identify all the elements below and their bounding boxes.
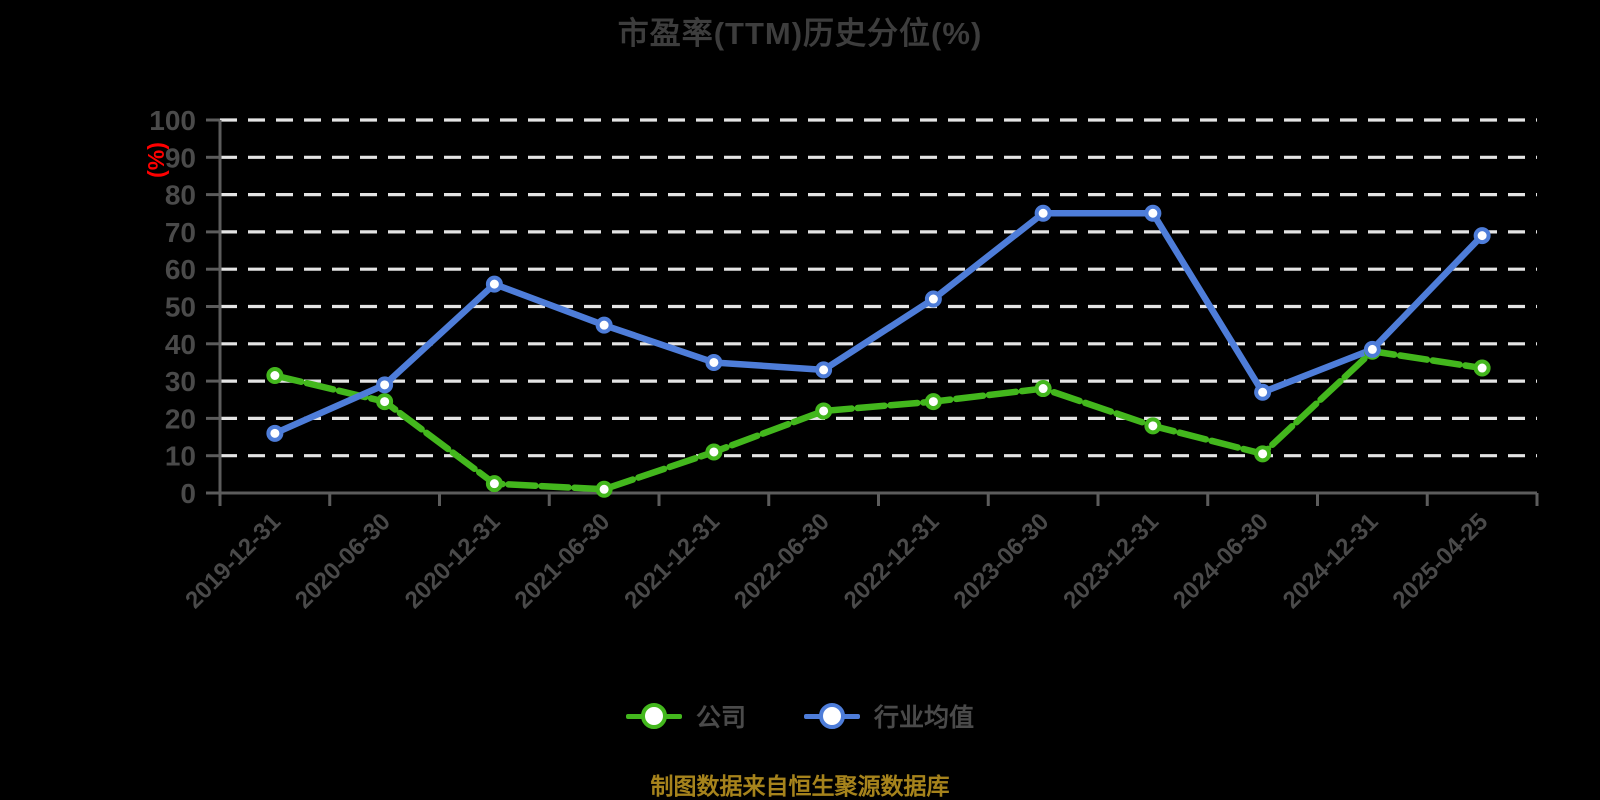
y-tick-label: 0 — [180, 478, 196, 509]
legend-item-公司[interactable]: 公司 — [625, 698, 746, 734]
data-point-行业均值-2020-06-30 — [376, 376, 394, 394]
y-tick-label: 20 — [165, 403, 196, 434]
data-point-公司-2022-12-31 — [924, 393, 942, 411]
data-point-行业均值-2022-06-30 — [815, 361, 833, 379]
data-point-行业均值-2023-12-31 — [1144, 204, 1162, 222]
series-line-公司 — [271, 348, 1486, 493]
x-tick-label: 2019-12-31 — [180, 508, 286, 614]
data-point-公司-2023-12-31 — [1144, 417, 1162, 435]
legend-line-marker-icon — [625, 703, 682, 729]
data-point-公司-2020-06-30 — [376, 393, 394, 411]
chart-legend: 公司 行业均值 — [0, 698, 1600, 734]
legend-label: 公司 — [695, 704, 746, 732]
x-tick-label: 2025-04-25 — [1387, 508, 1493, 614]
data-point-行业均值-2019-12-31 — [266, 424, 284, 442]
data-source-caption: 制图数据来自恒生聚源数据库 — [650, 773, 950, 799]
x-tick-label: 2020-12-31 — [400, 508, 506, 614]
data-point-公司-2021-12-31 — [705, 443, 723, 461]
data-point-行业均值-2024-06-30 — [1254, 383, 1272, 401]
x-tick-label: 2021-06-30 — [509, 508, 615, 614]
y-tick-label: 30 — [165, 366, 196, 397]
legend-label: 行业均值 — [874, 704, 975, 732]
data-point-行业均值-2025-04-25 — [1473, 227, 1491, 245]
data-point-行业均值-2022-12-31 — [924, 290, 942, 308]
y-tick-label: 60 — [165, 254, 196, 285]
y-tick-label: 90 — [165, 142, 196, 173]
chart-title: 市盈率(TTM)历史分位(%) — [617, 16, 983, 51]
data-point-行业均值-2023-06-30 — [1034, 204, 1052, 222]
legend-line-marker-icon — [804, 703, 860, 729]
y-tick-label: 70 — [165, 217, 196, 248]
y-tick-label: 80 — [165, 180, 196, 211]
data-point-公司-2020-12-31 — [485, 475, 503, 493]
data-point-公司-2024-06-30 — [1254, 445, 1272, 463]
data-point-公司-2019-12-31 — [266, 367, 284, 385]
y-tick-label: 40 — [165, 329, 196, 360]
x-tick-label: 2020-06-30 — [290, 508, 396, 614]
series-line-行业均值 — [271, 210, 1486, 437]
data-point-公司-2022-06-30 — [815, 402, 833, 420]
y-tick-label: 50 — [165, 292, 196, 323]
x-tick-label: 2023-12-31 — [1058, 508, 1164, 614]
y-tick-label: 10 — [165, 441, 196, 472]
y-tick-label: 100 — [149, 105, 196, 136]
data-point-公司-2025-04-25 — [1473, 359, 1491, 377]
data-point-公司-2021-06-30 — [595, 480, 613, 498]
data-point-行业均值-2024-12-31 — [1363, 340, 1381, 358]
x-tick-label: 2021-12-31 — [619, 508, 725, 614]
data-point-行业均值-2021-12-31 — [705, 353, 723, 371]
legend-item-行业均值[interactable]: 行业均值 — [804, 698, 974, 734]
x-tick-label: 2023-06-30 — [948, 508, 1054, 614]
x-tick-label: 2024-12-31 — [1278, 508, 1384, 614]
x-tick-label: 2022-12-31 — [839, 508, 945, 614]
data-point-行业均值-2021-06-30 — [595, 316, 613, 334]
line-chart-canvas: 0 10 20 30 40 50 60 70 80 90 100 2019-12-31 2020-06-… — [149, 105, 1539, 614]
x-tick-label: 2024-06-30 — [1168, 508, 1274, 614]
data-point-公司-2023-06-30 — [1034, 380, 1052, 398]
x-tick-label: 2022-06-30 — [729, 508, 835, 614]
data-point-行业均值-2020-12-31 — [485, 275, 503, 293]
